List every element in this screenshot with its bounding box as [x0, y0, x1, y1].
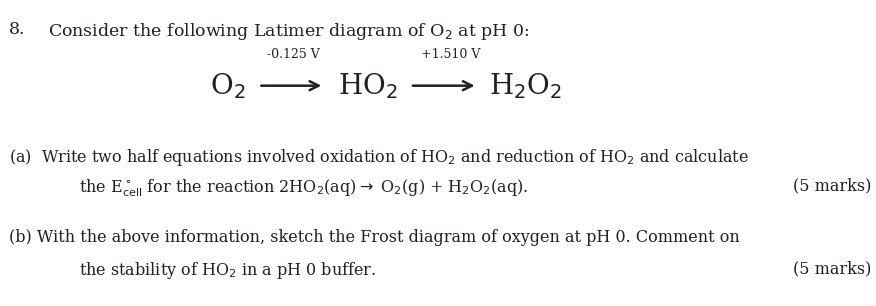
Text: the E$^\circ_{\mathrm{cell}}$ for the reaction 2HO$_2$(aq)$\rightarrow$ O$_2$(g): the E$^\circ_{\mathrm{cell}}$ for the re…	[79, 177, 528, 199]
Text: (5 marks): (5 marks)	[794, 260, 872, 277]
Text: the stability of HO$_2$ in a pH 0 buffer.: the stability of HO$_2$ in a pH 0 buffer…	[79, 260, 376, 281]
Text: Consider the following Latimer diagram of O$_2$ at pH 0:: Consider the following Latimer diagram o…	[48, 21, 530, 43]
Text: HO$_2$: HO$_2$	[338, 71, 398, 101]
Text: -0.125 V: -0.125 V	[267, 48, 320, 61]
Text: +1.510 V: +1.510 V	[421, 48, 481, 61]
Text: (5 marks): (5 marks)	[794, 177, 872, 195]
Text: O$_2$: O$_2$	[210, 71, 245, 101]
Text: (b) With the above information, sketch the Frost diagram of oxygen at pH 0. Comm: (b) With the above information, sketch t…	[9, 230, 739, 247]
Text: 8.: 8.	[9, 21, 25, 39]
Text: (a)  Write two half equations involved oxidation of HO$_2$ and reduction of HO$_: (a) Write two half equations involved ox…	[9, 147, 749, 168]
Text: H$_2$O$_2$: H$_2$O$_2$	[489, 71, 562, 101]
